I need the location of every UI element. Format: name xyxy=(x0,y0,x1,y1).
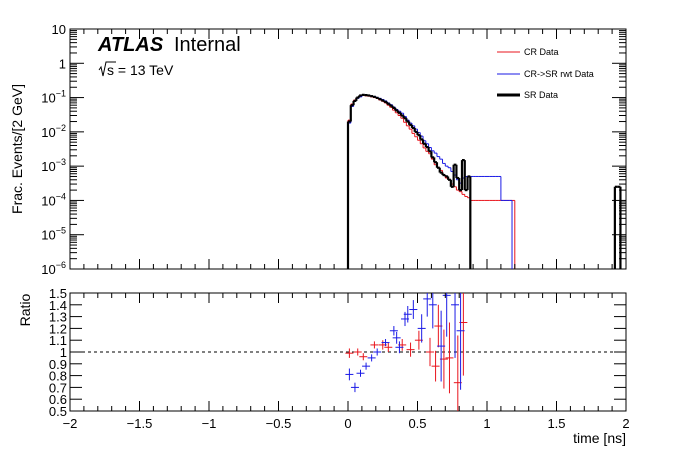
x-tick-label: −0.5 xyxy=(266,416,292,431)
atlas-label: ATLAS xyxy=(97,34,164,56)
bottom-y-tick-label: 1.2 xyxy=(49,321,67,336)
top-series-layer xyxy=(346,93,622,269)
bottom-y-tick-label: 0.6 xyxy=(49,392,67,407)
bottom-y-tick-label: 1.1 xyxy=(49,333,67,348)
legend-label-cr-rwt: CR->SR rwt Data xyxy=(524,69,594,79)
x-tick-label: 0 xyxy=(344,416,351,431)
x-tick-label: −2 xyxy=(63,416,78,431)
atlas-sublabel: Internal xyxy=(174,34,241,56)
x-tick-label: −1.5 xyxy=(127,416,153,431)
top-x-ticks xyxy=(69,29,627,269)
bottom-y-tick-label: 1.3 xyxy=(49,310,67,325)
x-tick-label: 1 xyxy=(483,416,490,431)
bottom-y-tick-label: 0.7 xyxy=(49,380,67,395)
sqrt-icon xyxy=(98,61,116,77)
x-tick-label: 1.5 xyxy=(547,416,565,431)
legend: CR Data CR->SR rwt Data SR Data xyxy=(497,47,594,100)
bottom-x-axis: −2 −1.5 −1 −0.5 0 0.5 1 1.5 2 xyxy=(63,293,630,431)
bottom-y-tick-label: 0.8 xyxy=(49,369,67,384)
series-2 xyxy=(346,93,622,269)
x-tick-label: −1 xyxy=(202,416,217,431)
legend-label-sr: SR Data xyxy=(524,90,558,100)
x-tick-label: 2 xyxy=(622,416,629,431)
bottom-series-layer xyxy=(345,293,468,411)
x-axis-label: time [ns] xyxy=(573,430,626,446)
bottom-y-tick-label: 0.9 xyxy=(49,357,67,372)
x-tick-label: 0.5 xyxy=(408,416,426,431)
top-y-tick-label: 1 xyxy=(59,56,66,71)
legend-label-cr: CR Data xyxy=(524,47,559,57)
ratio-series-0 xyxy=(345,293,468,411)
top-y-axis-label: Frac. Events/[2 GeV] xyxy=(9,84,25,214)
bottom-y-tick-label: 0.5 xyxy=(49,404,67,419)
ratio-series-1 xyxy=(345,293,465,393)
bottom-y-tick-label: 1 xyxy=(60,345,67,360)
top-y-tick-label: 10 xyxy=(52,22,66,37)
bottom-y-axis: 0.50.60.70.80.911.11.21.31.41.5 xyxy=(49,286,626,419)
bottom-panel: 0.50.60.70.80.911.11.21.31.41.5 −2 −1.5 −1… xyxy=(17,286,630,446)
energy-label: s = 13 TeV xyxy=(107,62,174,78)
bottom-y-tick-label: 1.4 xyxy=(49,298,67,313)
bottom-y-axis-label: Ratio xyxy=(17,293,33,326)
bottom-y-tick-label: 1.5 xyxy=(49,286,67,301)
